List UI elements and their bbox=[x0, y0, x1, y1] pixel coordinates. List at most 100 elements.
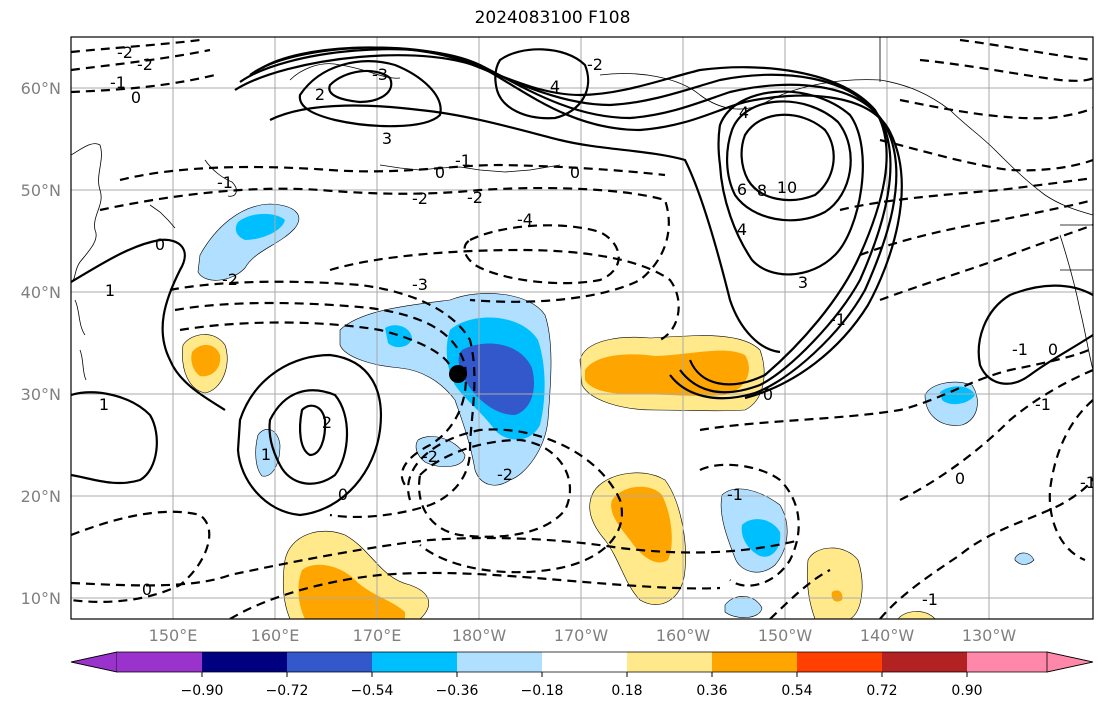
contour-line bbox=[269, 104, 781, 354]
colorbar bbox=[70, 651, 1094, 673]
contour-label: -2 bbox=[497, 465, 513, 484]
contour-line bbox=[919, 58, 1093, 82]
colorbar-tick-label: 0.54 bbox=[781, 683, 812, 699]
contour-line bbox=[71, 73, 216, 94]
contour-label: -2 bbox=[117, 43, 133, 62]
contour-line bbox=[71, 536, 801, 587]
colorbar-tick-label: −0.72 bbox=[266, 683, 309, 699]
contour-label: 4 bbox=[739, 103, 749, 122]
gridlines bbox=[71, 37, 1093, 619]
contour-line bbox=[899, 98, 1093, 120]
contour-label: 4 bbox=[550, 77, 560, 96]
contour-line bbox=[725, 100, 852, 222]
lat-label: 60°N bbox=[21, 79, 61, 98]
canada-border bbox=[879, 37, 1093, 271]
positive-anomaly-area bbox=[831, 590, 843, 602]
colorbar-tick-label: 0.90 bbox=[951, 683, 982, 699]
negative-anomaly-area bbox=[741, 519, 781, 557]
lon-label: 160°W bbox=[656, 626, 711, 645]
contour-label: 8 bbox=[757, 181, 767, 200]
japan-coastline bbox=[74, 299, 87, 381]
contour-label: -1 bbox=[922, 590, 938, 609]
contour-label: 0 bbox=[338, 485, 348, 504]
contour-label: -1 bbox=[110, 73, 126, 92]
lon-label: 180°W bbox=[452, 626, 507, 645]
contour-line bbox=[229, 571, 721, 619]
positive-contours bbox=[71, 46, 1093, 517]
colorbar-segment bbox=[797, 652, 882, 672]
contour-line bbox=[71, 38, 201, 54]
contour-label: -2 bbox=[587, 55, 603, 74]
lat-label: 50°N bbox=[21, 181, 61, 200]
lon-label: 140°W bbox=[860, 626, 915, 645]
contour-label: -2 bbox=[137, 55, 153, 74]
contour-label: -4 bbox=[517, 210, 533, 229]
contour-line bbox=[977, 284, 1093, 385]
colorbar-segment bbox=[287, 652, 372, 672]
contour-label: -1 bbox=[455, 151, 471, 170]
lat-label: 20°N bbox=[21, 487, 61, 506]
colorbar-tick-label: 0.72 bbox=[866, 683, 897, 699]
contour-label: -1 bbox=[217, 173, 233, 192]
negative-anomaly-area bbox=[458, 343, 535, 415]
contour-line bbox=[298, 60, 442, 128]
negative-anomaly-area bbox=[235, 213, 285, 240]
colorbar-outline bbox=[70, 651, 1094, 673]
negative-anomaly-area bbox=[385, 325, 412, 348]
contour-label: 0 bbox=[435, 163, 445, 182]
contour-label: 0 bbox=[131, 88, 141, 107]
map-frame bbox=[70, 36, 1094, 620]
contour-line bbox=[769, 569, 831, 619]
contour-label: 2 bbox=[322, 413, 332, 432]
positive-anomaly-area bbox=[806, 547, 863, 619]
colorbar-tick-label: −0.18 bbox=[521, 683, 564, 699]
latitude-labels: 60°N 50°N 40°N 30°N 20°N 10°N bbox=[21, 79, 61, 608]
contour-line bbox=[859, 198, 1093, 257]
colorbar-tick-label: −0.90 bbox=[181, 683, 224, 699]
contour-line bbox=[234, 54, 903, 400]
contour-line bbox=[71, 48, 211, 72]
contour-line bbox=[71, 238, 226, 411]
contour-line bbox=[329, 248, 680, 341]
lon-label: 170°W bbox=[554, 626, 609, 645]
contour-line bbox=[899, 368, 1093, 501]
contour-line bbox=[71, 510, 211, 603]
contour-label: 0 bbox=[155, 235, 165, 254]
contour-label: 0 bbox=[142, 580, 152, 599]
colorbar-tick-label: 0.36 bbox=[696, 683, 727, 699]
contour-line bbox=[299, 404, 327, 457]
contour-label: 0 bbox=[1048, 340, 1058, 359]
contour-line bbox=[959, 38, 1093, 62]
contour-label: 1 bbox=[99, 395, 109, 414]
colorbar-segment bbox=[627, 652, 712, 672]
lon-label: 160°E bbox=[251, 626, 300, 645]
contour-label: -2 bbox=[422, 447, 438, 466]
kuril-islands bbox=[149, 204, 176, 229]
contour-line bbox=[463, 224, 620, 285]
contour-line bbox=[179, 321, 454, 371]
contour-label: 6 bbox=[737, 180, 747, 199]
contour-label: 0 bbox=[570, 163, 580, 182]
contour-line bbox=[407, 428, 623, 574]
positive-anomaly-area bbox=[191, 344, 221, 377]
contour-line bbox=[839, 176, 1093, 212]
lon-label: 170°E bbox=[353, 626, 402, 645]
contour-line bbox=[879, 138, 1093, 172]
contour-line bbox=[879, 223, 1093, 302]
contour-label: 2 bbox=[315, 85, 325, 104]
lat-label: 30°N bbox=[21, 385, 61, 404]
contour-label: -3 bbox=[372, 65, 388, 84]
alaska-coastline bbox=[289, 63, 1093, 216]
storm-center-marker bbox=[449, 365, 467, 383]
colorbar-extend-low bbox=[70, 651, 118, 673]
lon-label: 150°W bbox=[758, 626, 813, 645]
negative-anomaly-area bbox=[415, 436, 466, 468]
negative-anomaly-area bbox=[1014, 552, 1035, 565]
contour-label: -1 bbox=[830, 310, 846, 329]
asia-coastline bbox=[71, 143, 102, 283]
colorbar-segment bbox=[117, 652, 202, 672]
contour-line bbox=[119, 163, 666, 182]
contour-line bbox=[169, 280, 476, 519]
colorbar-tick-label: 0.18 bbox=[611, 683, 642, 699]
colorbar-ticks bbox=[201, 672, 968, 677]
